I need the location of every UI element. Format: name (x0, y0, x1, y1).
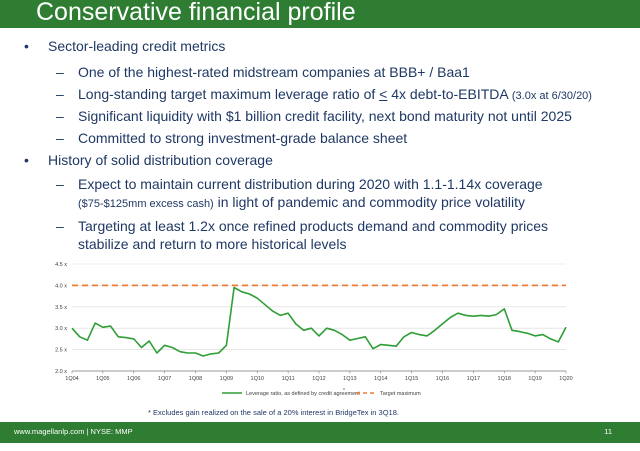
footer-bar: www.magellanlp.com | NYSE: MMP 11 (0, 422, 640, 443)
legend-footnote-mark: * (343, 388, 345, 394)
x-tick-label: 1Q19 (528, 376, 541, 382)
x-tick-label: 1Q07 (158, 376, 171, 382)
x-tick-label: 1Q04 (65, 376, 78, 382)
x-tick-label: 1Q11 (282, 376, 295, 382)
x-tick-label: 1Q15 (405, 376, 418, 382)
y-axis: 2.0 x 2.5 x 3.0 x 3.5 x 4.0 x 4.5 x (55, 262, 566, 375)
chart-legend: Leverage ratio, as defined by credit agr… (222, 388, 421, 397)
footer-website: www.magellanlp.com | NYSE: MMP (14, 427, 133, 436)
y-tick-label: 2.5 x (55, 348, 67, 354)
x-tick-label: 1Q09 (220, 376, 233, 382)
y-tick-label: 2.0 x (55, 369, 67, 375)
y-tick-label: 4.5 x (55, 262, 67, 268)
slide-title: Conservative financial profile (36, 0, 356, 26)
title-bar: Conservative financial profile (0, 0, 640, 28)
x-tick-label: 1Q08 (189, 376, 202, 382)
x-tick-label: 1Q10 (251, 376, 264, 382)
x-axis: 1Q04 1Q05 1Q06 1Q07 1Q08 1Q09 1Q10 1Q11 1Q12 1Q13… (65, 370, 573, 382)
x-tick-label: 1Q14 (374, 376, 387, 382)
y-tick-label: 3.0 x (55, 326, 67, 332)
leverage-ratio-line (71, 286, 567, 357)
footnote: * Excludes gain realized on the sale of … (148, 408, 399, 417)
y-tick-label: 3.5 x (55, 305, 67, 311)
y-tick-label: 4.0 x (55, 283, 67, 289)
x-tick-label: 1Q18 (498, 376, 511, 382)
legend-label: Leverage ratio, as defined by credit agr… (246, 391, 360, 397)
x-tick-label: 1Q16 (436, 376, 449, 382)
leverage-chart: 2.0 x2.5 x3.0 x3.5 x4.0 x4.5 x 1Q04 1Q05 1… (55, 262, 573, 397)
plot-area (71, 284, 567, 357)
x-tick-label: 1Q12 (312, 376, 325, 382)
x-tick-label: 1Q06 (127, 376, 140, 382)
x-tick-label: 1Q17 (467, 376, 480, 382)
x-tick-label: 1Q20 (559, 376, 572, 382)
legend-label: Target maximum (380, 391, 421, 397)
x-tick-label: 1Q05 (96, 376, 109, 382)
x-tick-label: 1Q13 (343, 376, 356, 382)
page-number: 11 (604, 427, 612, 436)
